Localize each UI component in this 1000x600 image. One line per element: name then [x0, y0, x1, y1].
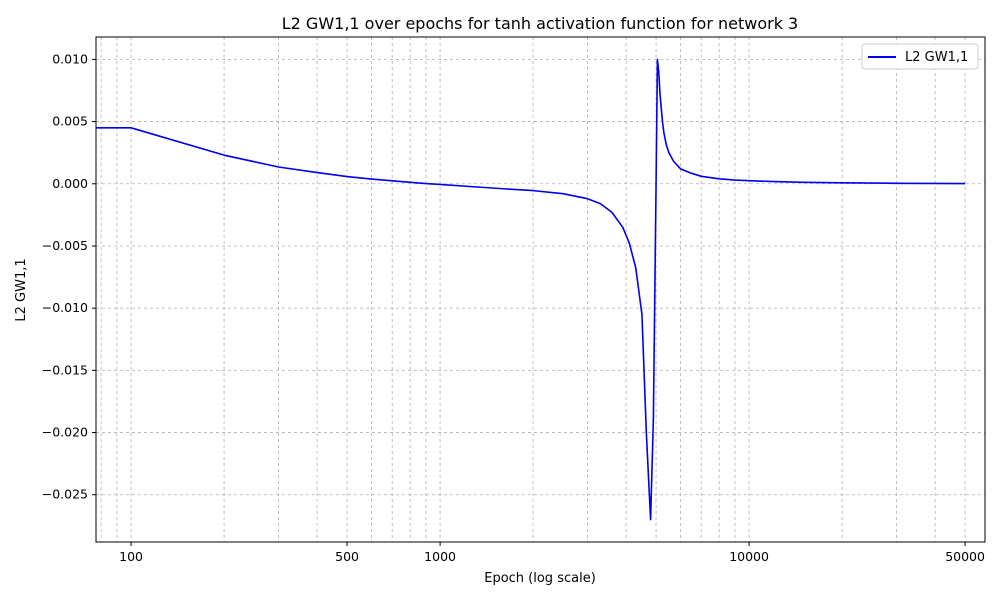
- chart-title: L2 GW1,1 over epochs for tanh activation…: [282, 14, 798, 33]
- series-group: [96, 58, 966, 521]
- y-tick-label: −0.020: [42, 425, 88, 440]
- y-tick-label: 0.010: [52, 51, 88, 66]
- x-tick-label: 100: [119, 549, 143, 564]
- x-tick-label: 50000: [945, 549, 985, 564]
- x-axis-label: Epoch (log scale): [484, 571, 596, 586]
- legend-label: L2 GW1,1: [905, 50, 968, 65]
- y-tick-label: −0.005: [42, 238, 88, 253]
- plot-frame: [95, 36, 986, 543]
- x-tick-label: 500: [335, 549, 359, 564]
- grid-lines: [96, 37, 985, 542]
- y-tick-label: −0.015: [42, 362, 88, 377]
- x-tick-label: 10000: [729, 549, 769, 564]
- tick-group: 100 500 1000 10000 50000 0.010 0.005 0.000 −0.00…: [42, 51, 985, 564]
- series-line-0: [96, 58, 966, 521]
- y-tick-label: 0.005: [52, 114, 88, 129]
- y-axis-label: L2 GW1,1: [14, 258, 29, 321]
- y-tick-label: −0.010: [42, 300, 88, 315]
- y-tick-label: −0.025: [42, 487, 88, 502]
- x-tick-label: 1000: [424, 549, 456, 564]
- y-tick-label: 0.000: [52, 176, 88, 191]
- legend: L2 GW1,1: [861, 43, 979, 70]
- legend-box: [861, 43, 979, 70]
